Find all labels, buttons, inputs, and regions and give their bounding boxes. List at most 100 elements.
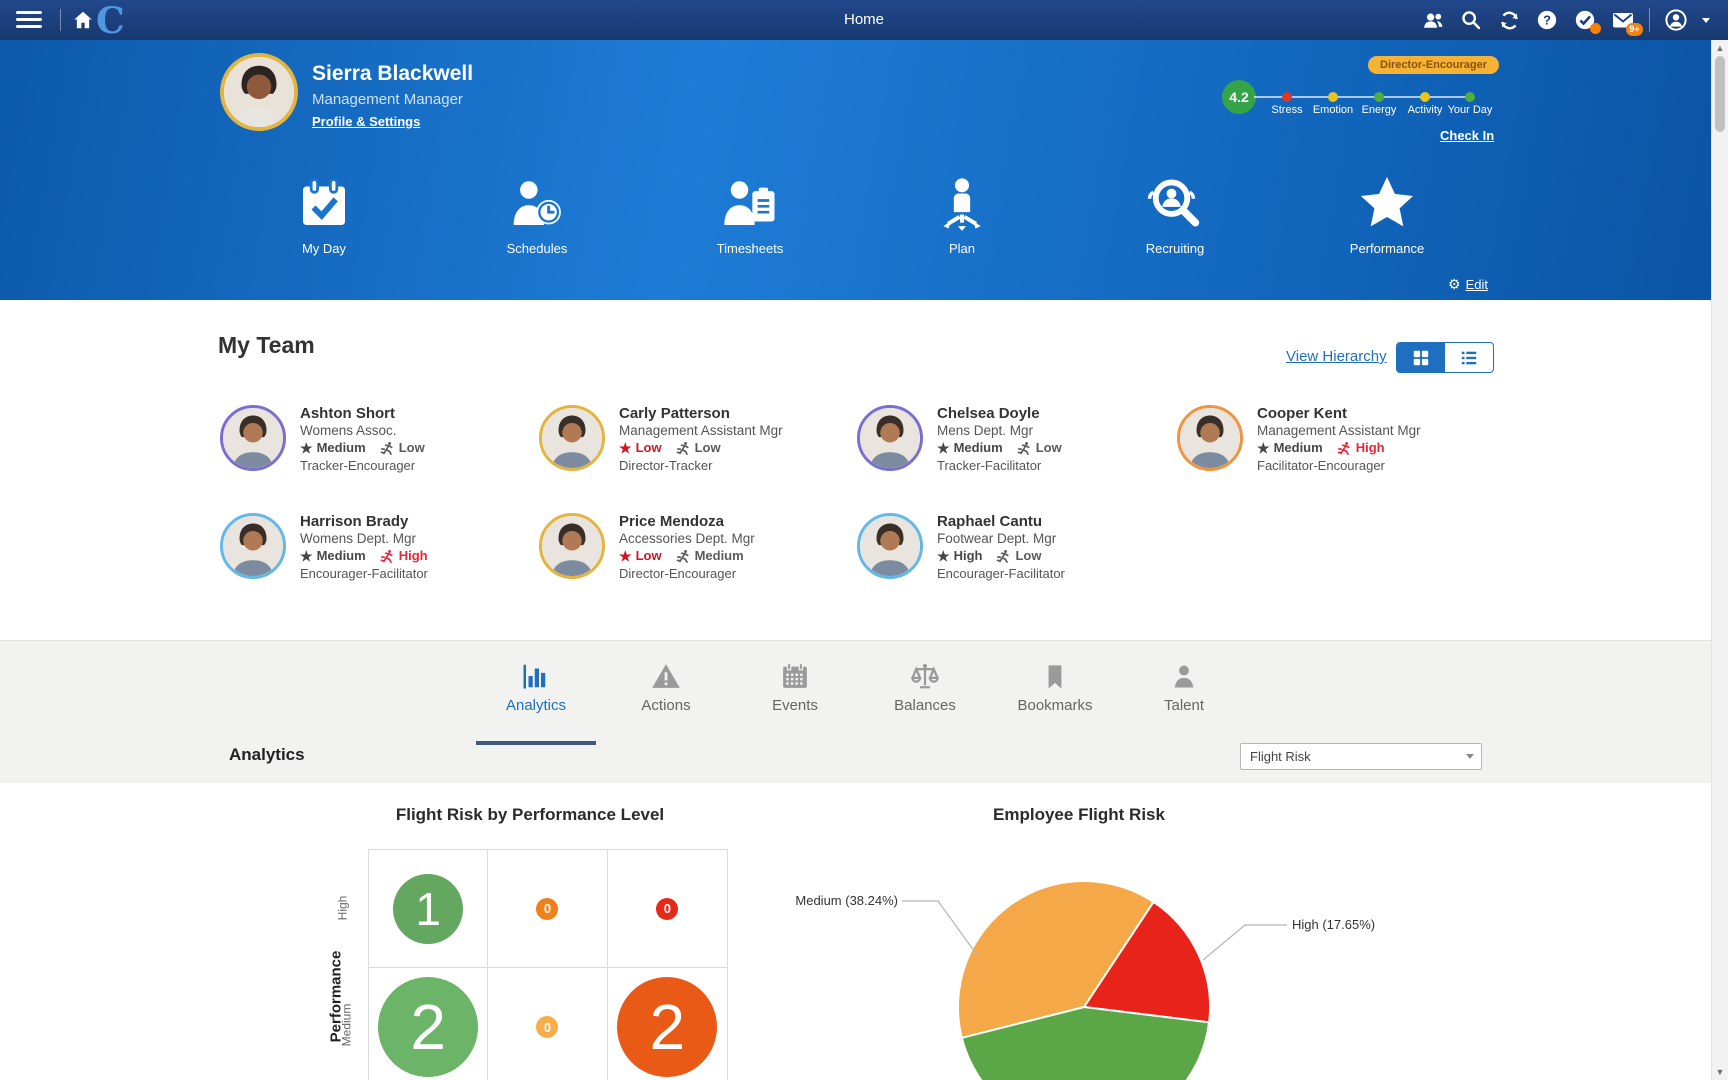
profile-hero: Sierra Blackwell Management Manager Prof… [0, 40, 1728, 300]
star-icon: ★ [300, 440, 313, 456]
team-member-card[interactable]: Price Mendoza Accessories Dept. Mgr ★ Low Me… [539, 513, 839, 597]
member-persona-type: Facilitator-Encourager [1257, 458, 1385, 473]
quick-link-schedules[interactable]: Schedules [455, 168, 619, 256]
refresh-icon[interactable] [1497, 8, 1521, 32]
tab-analytics[interactable]: Analytics [471, 655, 601, 745]
matrix-row-label-medium: Medium [339, 1003, 354, 1047]
flight-risk-matrix: 1 0 0 2 0 2 [368, 849, 728, 1080]
matrix-bubble: 1 [393, 873, 464, 944]
team-member-card[interactable]: Raphael Cantu Footwear Dept. Mgr ★ High Low E… [857, 513, 1157, 597]
member-role: Accessories Dept. Mgr [619, 531, 755, 546]
profile-icon[interactable] [1664, 8, 1688, 32]
avatar[interactable] [220, 513, 286, 579]
team-member-card[interactable]: Harrison Brady Womens Dept. Mgr ★ Medium Hig… [220, 513, 520, 597]
persona-badge[interactable]: Director-Encourager [1368, 56, 1499, 74]
tab-events[interactable]: Events [730, 655, 860, 714]
pie-slice-high [1082, 900, 1212, 1024]
avatar[interactable] [857, 513, 923, 579]
notification-dot [1590, 23, 1601, 34]
quick-link-recruiting[interactable]: Recruiting [1093, 168, 1257, 256]
member-persona-type: Tracker-Facilitator [937, 458, 1042, 473]
team-member-card[interactable]: Carly Patterson Management Assistant Mgr ★… [539, 405, 839, 489]
section-title: My Team [218, 332, 315, 358]
recruiting-icon [1093, 168, 1257, 232]
warning-icon [601, 655, 731, 691]
analytics-filter-dropdown[interactable]: Flight Risk [1240, 743, 1482, 770]
menu-icon[interactable] [16, 11, 42, 29]
user-avatar[interactable] [220, 53, 298, 131]
member-role: Womens Assoc. [300, 423, 397, 438]
view-hierarchy-link[interactable]: View Hierarchy [1286, 348, 1387, 365]
matrix-bubble: 0 [656, 897, 679, 920]
avatar-photo [542, 408, 602, 468]
performance-badge: ★ Low [619, 548, 662, 564]
team-member-card[interactable]: Cooper Kent Management Assistant Mgr ★ Medi… [1177, 405, 1477, 489]
matrix-row: 2 0 2 [369, 968, 727, 1080]
home-icon[interactable] [72, 9, 94, 31]
team-member-card[interactable]: Ashton Short Womens Assoc. ★ Medium Low Track… [220, 405, 520, 489]
avatar-photo [860, 408, 920, 468]
chevron-down-icon[interactable] [1702, 17, 1710, 23]
member-persona-type: Tracker-Encourager [300, 458, 416, 473]
my-day-icon [242, 168, 406, 232]
avatar[interactable] [857, 405, 923, 471]
matrix-bubble: 0 [536, 1016, 559, 1038]
edit-link[interactable]: ⚙ Edit [1448, 276, 1488, 292]
star-icon: ★ [1257, 440, 1270, 456]
runner-icon [1337, 441, 1350, 455]
avatar[interactable] [1177, 405, 1243, 471]
pie-label-medium: Medium (38.24%) [795, 893, 898, 908]
quick-link-plan[interactable]: Plan [880, 168, 1044, 256]
bookmark-icon [990, 655, 1120, 691]
quick-link-my-day[interactable]: My Day [242, 168, 406, 256]
scroll-up-arrow[interactable]: ▲ [1715, 43, 1725, 53]
avatar[interactable] [220, 405, 286, 471]
help-icon[interactable]: ? [1535, 8, 1559, 32]
avatar[interactable] [539, 405, 605, 471]
star-icon: ★ [937, 440, 950, 456]
gear-icon: ⚙ [1448, 276, 1461, 292]
search-icon[interactable] [1459, 8, 1483, 32]
emotion-dot [1328, 92, 1338, 102]
tab-talent[interactable]: Talent [1119, 655, 1249, 714]
profile-settings-link[interactable]: Profile & Settings [312, 114, 421, 129]
member-name: Ashton Short [300, 405, 395, 422]
runner-icon [676, 441, 689, 455]
pie-slice-medium [957, 879, 1155, 1040]
tab-actions[interactable]: Actions [601, 655, 731, 714]
mail-icon[interactable]: 9+ [1611, 8, 1643, 36]
avatar-photo [224, 57, 294, 127]
quick-link-timesheets[interactable]: Timesheets [668, 168, 832, 256]
quick-link-performance[interactable]: Performance [1305, 168, 1469, 256]
pie-label-high: High (17.65%) [1292, 917, 1376, 932]
analytics-charts: Flight Risk by Performance Level Employe… [0, 783, 1728, 1080]
runner-icon [997, 549, 1010, 563]
people-icon[interactable] [1421, 8, 1445, 32]
check-in-link[interactable]: Check In [1440, 128, 1495, 143]
tab-balances[interactable]: Balances [860, 655, 990, 714]
member-role: Footwear Dept. Mgr [937, 531, 1057, 546]
wellness-label: Stress [1271, 104, 1303, 116]
scale-icon [860, 655, 990, 691]
performance-badge: ★ Low [619, 440, 662, 456]
person-icon [1119, 655, 1249, 691]
team-member-card[interactable]: Chelsea Doyle Mens Dept. Mgr ★ Medium Low Tra… [857, 405, 1157, 489]
flight-risk-badge: Low [380, 439, 425, 457]
scroll-down-arrow[interactable]: ▼ [1715, 1067, 1725, 1077]
scrollbar[interactable]: ▲ ▼ [1711, 40, 1728, 1080]
member-name: Raphael Cantu [937, 513, 1043, 530]
mail-count-badge: 9+ [1626, 23, 1643, 36]
tasks-check-icon[interactable] [1573, 8, 1601, 34]
avatar[interactable] [539, 513, 605, 579]
grid-view-button[interactable] [1397, 343, 1445, 372]
analytics-heading: Analytics [229, 745, 305, 764]
scrollbar-thumb[interactable] [1715, 56, 1725, 132]
brand-logo: C [96, 0, 125, 42]
runner-icon [380, 441, 393, 455]
member-name: Price Mendoza [619, 513, 725, 530]
tab-bookmarks[interactable]: Bookmarks [990, 655, 1120, 714]
svg-text:?: ? [1543, 13, 1551, 28]
pie-slice-low [960, 1005, 1211, 1080]
list-view-button[interactable] [1445, 343, 1493, 372]
